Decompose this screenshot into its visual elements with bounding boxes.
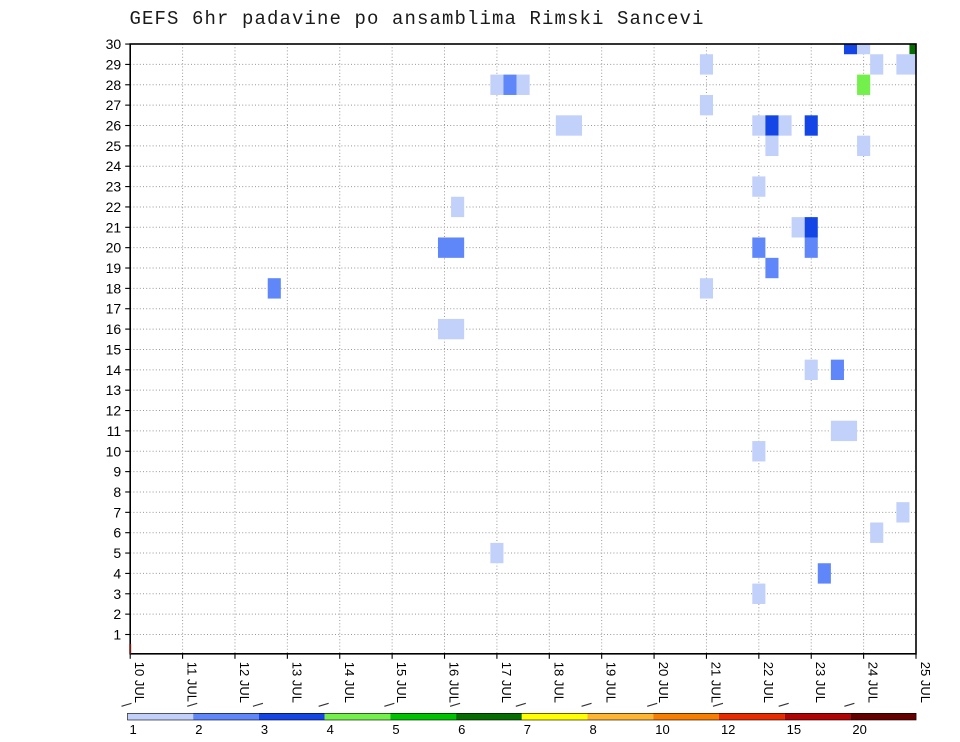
svg-text:2: 2 (113, 606, 121, 622)
svg-text:22 JUL: 22 JUL (761, 662, 776, 703)
svg-text:25 JUL: 25 JUL (918, 662, 933, 703)
svg-text:27: 27 (106, 97, 122, 113)
svg-text:2: 2 (195, 722, 202, 737)
svg-text:12: 12 (721, 722, 735, 737)
svg-text:13 JUL: 13 JUL (289, 662, 304, 703)
svg-text:5: 5 (392, 722, 399, 737)
svg-text:30: 30 (106, 36, 122, 52)
svg-text:16 JUL: 16 JUL (447, 662, 462, 703)
svg-text:8: 8 (113, 484, 121, 500)
svg-text:18: 18 (106, 280, 122, 296)
svg-text:1: 1 (113, 627, 121, 643)
svg-text:29: 29 (106, 56, 122, 72)
svg-text:19 JUL: 19 JUL (604, 662, 619, 703)
svg-text:4: 4 (327, 722, 334, 737)
svg-text:3: 3 (113, 586, 121, 602)
svg-text:19: 19 (106, 260, 122, 276)
svg-text:24 JUL: 24 JUL (866, 662, 881, 703)
svg-text:18 JUL: 18 JUL (551, 662, 566, 703)
svg-text:24: 24 (106, 158, 122, 174)
svg-text:21 JUL: 21 JUL (708, 662, 723, 703)
svg-text:10: 10 (106, 443, 122, 459)
svg-text:28: 28 (106, 77, 122, 93)
svg-text:7: 7 (524, 722, 531, 737)
svg-text:13: 13 (106, 382, 122, 398)
svg-text:11 JUL: 11 JUL (185, 662, 200, 702)
svg-text:1: 1 (130, 722, 137, 737)
svg-text:5: 5 (113, 545, 121, 561)
svg-text:7: 7 (113, 504, 121, 520)
svg-text:23 JUL: 23 JUL (813, 662, 828, 703)
svg-text:25: 25 (106, 138, 122, 154)
svg-text:3: 3 (261, 722, 268, 737)
svg-text:10 JUL: 10 JUL (132, 662, 147, 703)
svg-text:17: 17 (106, 301, 122, 317)
svg-text:26: 26 (106, 118, 122, 134)
svg-text:22: 22 (106, 199, 122, 215)
svg-text:10: 10 (655, 722, 669, 737)
svg-text:15: 15 (106, 341, 122, 357)
svg-text:11: 11 (107, 423, 122, 439)
svg-text:15 JUL: 15 JUL (394, 662, 409, 703)
svg-text:15: 15 (787, 722, 801, 737)
svg-text:14: 14 (106, 362, 122, 378)
svg-text:20: 20 (106, 240, 122, 256)
svg-text:21: 21 (106, 219, 122, 235)
svg-text:20 JUL: 20 JUL (656, 662, 671, 703)
svg-text:6: 6 (113, 525, 121, 541)
svg-text:12: 12 (106, 403, 122, 419)
svg-text:4: 4 (113, 565, 121, 581)
svg-text:17 JUL: 17 JUL (499, 662, 514, 703)
svg-text:20: 20 (852, 722, 866, 737)
svg-text:14 JUL: 14 JUL (342, 662, 357, 703)
svg-text:12 JUL: 12 JUL (237, 662, 252, 703)
svg-text:8: 8 (590, 722, 597, 737)
svg-text:9: 9 (113, 464, 121, 480)
svg-text:6: 6 (458, 722, 465, 737)
svg-text:16: 16 (106, 321, 122, 337)
svg-text:23: 23 (106, 179, 122, 195)
